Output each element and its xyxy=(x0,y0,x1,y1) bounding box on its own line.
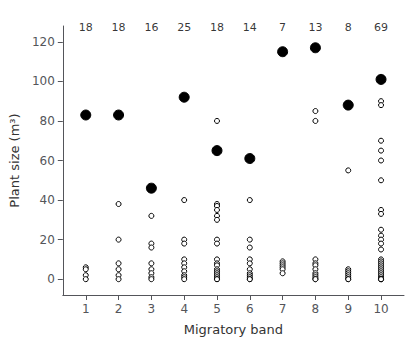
svg-text:8: 8 xyxy=(312,302,320,316)
svg-text:Plant size (m³): Plant size (m³) xyxy=(7,113,22,207)
svg-text:10: 10 xyxy=(373,302,388,316)
svg-text:100: 100 xyxy=(32,74,55,88)
svg-text:Migratory band: Migratory band xyxy=(184,322,283,337)
svg-text:6: 6 xyxy=(246,302,254,316)
svg-text:14: 14 xyxy=(243,21,257,34)
svg-text:4: 4 xyxy=(180,302,188,316)
svg-text:8: 8 xyxy=(345,21,352,34)
svg-text:18: 18 xyxy=(210,21,224,34)
svg-text:16: 16 xyxy=(144,21,158,34)
svg-text:18: 18 xyxy=(79,21,93,34)
svg-text:60: 60 xyxy=(40,154,55,168)
svg-text:69: 69 xyxy=(374,21,388,34)
svg-text:0: 0 xyxy=(47,272,55,286)
svg-text:20: 20 xyxy=(40,233,55,247)
svg-text:7: 7 xyxy=(279,302,287,316)
svg-text:80: 80 xyxy=(40,114,55,128)
svg-text:7: 7 xyxy=(279,21,286,34)
svg-text:25: 25 xyxy=(177,21,191,34)
svg-text:9: 9 xyxy=(344,302,352,316)
svg-text:5: 5 xyxy=(213,302,221,316)
svg-text:2: 2 xyxy=(115,302,123,316)
svg-text:120: 120 xyxy=(32,35,55,49)
svg-text:40: 40 xyxy=(40,193,55,207)
svg-text:1: 1 xyxy=(82,302,90,316)
svg-text:13: 13 xyxy=(308,21,322,34)
svg-text:18: 18 xyxy=(112,21,126,34)
svg-text:3: 3 xyxy=(148,302,156,316)
